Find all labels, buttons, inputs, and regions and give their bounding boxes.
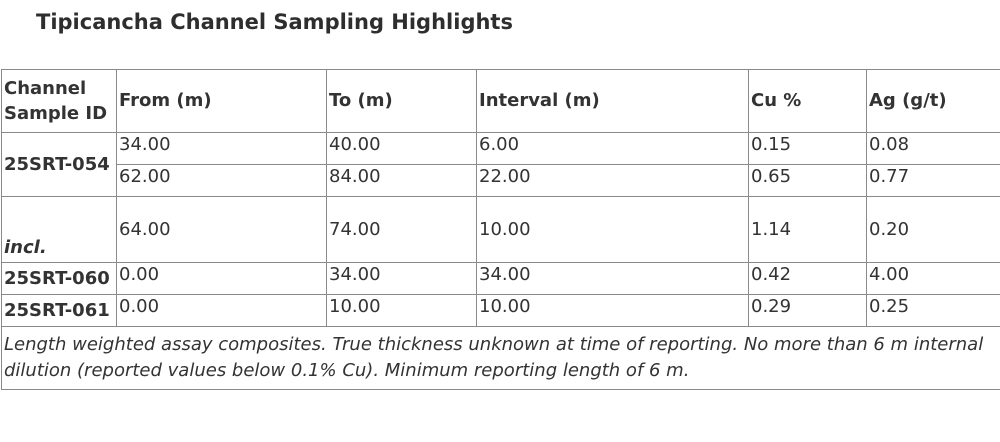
table-row: 25SRT-061 0.00 10.00 10.00 0.29 0.25 [1,294,1000,327]
cell-cu: 0.29 [748,294,867,327]
cell-ag: 0.77 [866,164,1000,197]
cell-cu: 0.42 [748,262,867,295]
table-footnote: Length weighted assay composites. True t… [1,326,1000,390]
table-row: 25SRT-054 34.00 40.00 6.00 0.15 0.08 [1,132,1000,197]
table-header-row: Channel Sample ID From (m) To (m) Interv… [1,69,1000,133]
cell-interval: 10.00 [476,196,749,263]
page-title: Tipicancha Channel Sampling Highlights [36,10,513,34]
header-from: From (m) [116,69,327,133]
row-sample-id: incl. [1,196,117,263]
cell-cu: 1.14 [748,196,867,263]
header-cu: Cu % [748,69,867,133]
row-sample-id: 25SRT-060 [1,262,117,295]
cell-interval: 22.00 [476,164,749,197]
table-row: 62.00 84.00 22.00 0.65 0.77 [2,164,1000,197]
cell-from: 0.00 [116,262,327,295]
cell-ag: 0.08 [866,132,1000,165]
cell-ag: 0.20 [866,196,1000,263]
sampling-table-container: Channel Sample ID From (m) To (m) Interv… [1,69,1000,390]
cell-to: 74.00 [326,196,477,263]
table-footnote-row: Length weighted assay composites. True t… [1,326,1000,390]
cell-ag: 4.00 [866,262,1000,295]
cell-from: 0.00 [116,294,327,327]
cell-to: 84.00 [326,164,477,197]
cell-to: 10.00 [326,294,477,327]
cell-ag: 0.25 [866,294,1000,327]
header-to: To (m) [326,69,477,133]
cell-from: 34.00 [116,132,327,165]
cell-to: 40.00 [326,132,477,165]
header-interval: Interval (m) [476,69,749,133]
cell-cu: 0.65 [748,164,867,197]
row-sample-id: 25SRT-061 [1,294,117,327]
cell-interval: 10.00 [476,294,749,327]
cell-to: 34.00 [326,262,477,295]
cell-from: 62.00 [116,164,327,197]
header-ag: Ag (g/t) [866,69,1000,133]
header-channel-sample-id: Channel Sample ID [1,69,117,133]
cell-cu: 0.15 [748,132,867,165]
cell-from: 64.00 [116,196,327,263]
sampling-table: Channel Sample ID From (m) To (m) Interv… [1,69,1000,390]
row-sample-id: 25SRT-054 [1,132,117,197]
cell-interval: 6.00 [476,132,749,165]
cell-interval: 34.00 [476,262,749,295]
table-row: 25SRT-060 0.00 34.00 34.00 0.42 4.00 [1,262,1000,295]
table-row: incl. 64.00 74.00 10.00 1.14 0.20 [1,196,1000,263]
